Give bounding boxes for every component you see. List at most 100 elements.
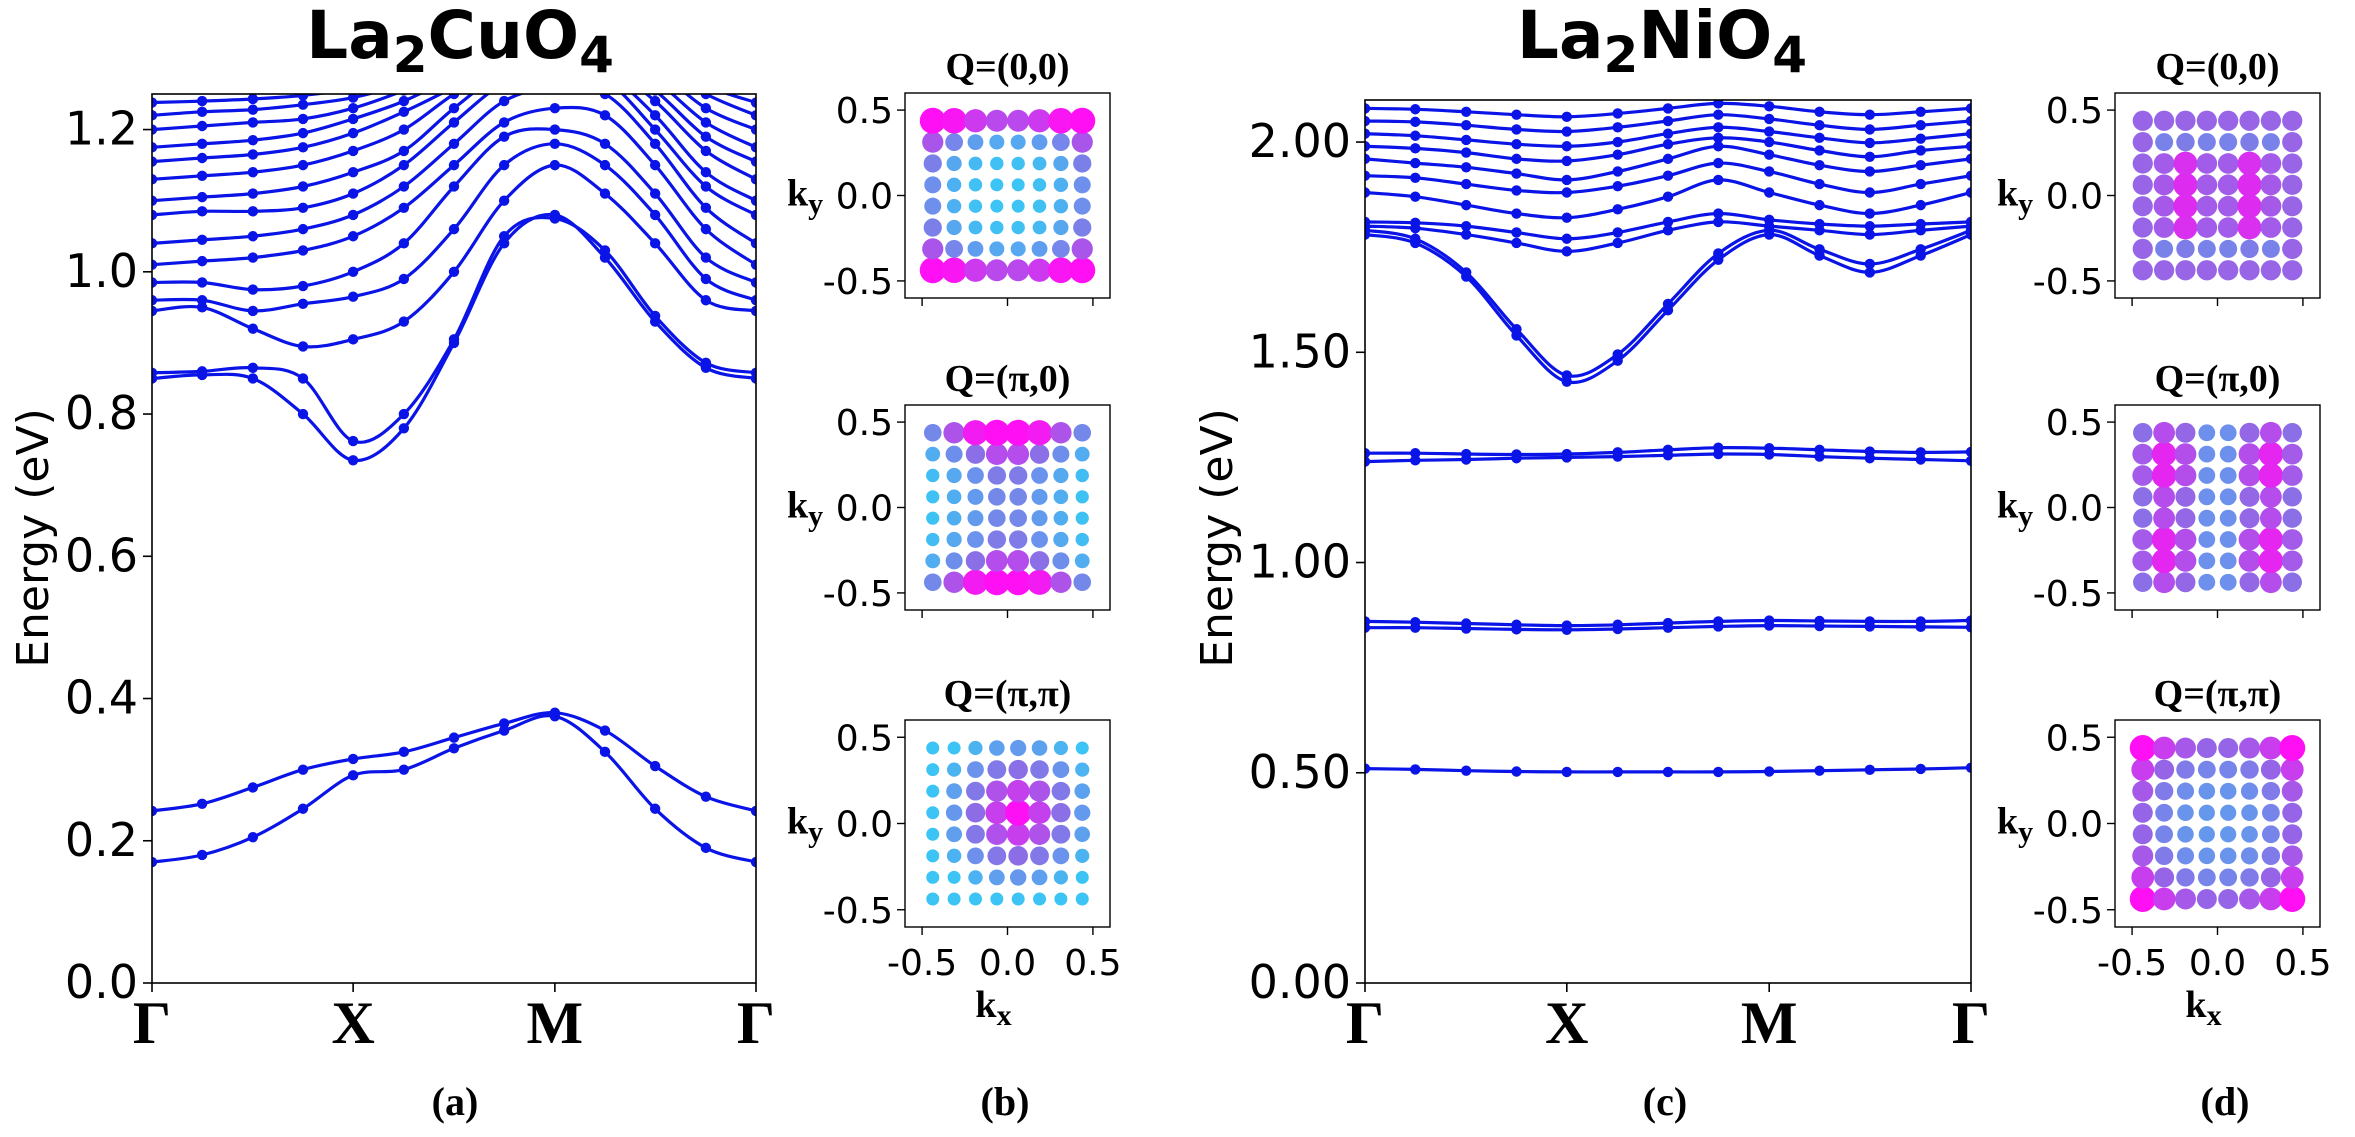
band-point-a-16-12: [700, 94, 712, 100]
dot-d-2-8-8: [2282, 423, 2302, 443]
band-point-a-6-1: [152, 295, 158, 306]
dot-d-1-6-1: [2132, 153, 2153, 174]
dot-d-1-8-5: [2218, 110, 2239, 131]
ytick-label-a-1: 0.0: [65, 955, 138, 1009]
dot-map-xtick-label-b-3: 0.5: [1064, 943, 1121, 984]
panel-c-title-sub1: 2: [1604, 26, 1639, 84]
dot-b-1-1-5: [1007, 259, 1030, 282]
dot-b-1-8-8: [1069, 107, 1096, 134]
band-point-a-10-6: [398, 159, 410, 171]
band-point-c-8-11: [1864, 229, 1875, 240]
dot-b-1-3-1: [923, 218, 942, 237]
dot-d-2-4-7: [2259, 507, 2282, 530]
dot-b-3-2-7: [1053, 870, 1068, 885]
dot-d-2-1-3: [2175, 572, 2196, 593]
dot-map-title-b-2: Q=(π,0): [945, 358, 1071, 400]
dot-map-xlabel-b: kx: [975, 984, 1011, 1032]
band-point-a-1-11: [649, 803, 661, 814]
band-point-a-6-4: [297, 298, 309, 310]
dot-d-1-4-2: [2153, 195, 2175, 217]
dot-map-ylabel-sub-b-1: y: [808, 188, 823, 221]
dot-maps-b: Q=(0,0)-0.50.00.5kyQ=(π,0)-0.50.00.5kyQ=…: [787, 46, 1122, 1032]
band-point-c-11-3: [1461, 178, 1472, 190]
band-point-c-1-8: [1713, 766, 1724, 778]
band-point-a-7-8: [498, 131, 510, 142]
band-point-c-10-10: [1814, 199, 1825, 211]
band-point-a-6-11: [649, 209, 661, 221]
panel-a-ylabel: Energy (eV): [8, 408, 59, 668]
band-plot-c: 0.00 0.50 1.00 1.50 2.00 Γ X M Γ: [1249, 99, 1990, 1056]
dot-d-2-8-1: [2133, 423, 2153, 443]
dot-d-2-2-2: [2151, 548, 2177, 574]
dot-map-ytick-label-d-3-3: 0.5: [2046, 718, 2103, 759]
band-point-c-12-6: [1612, 166, 1623, 177]
band-point-a-14-12: [700, 117, 712, 128]
dot-b-1-6-2: [946, 155, 962, 172]
band-point-a-2-6: [398, 746, 410, 758]
band-point-a-10-11: [649, 124, 661, 135]
dot-d-1-5-1: [2132, 174, 2153, 195]
dot-map-ytick-label-b-1-1: -0.5: [823, 262, 893, 303]
dot-b-3-1-3: [968, 892, 982, 906]
band-point-a-10-13: [750, 209, 756, 221]
dot-d-1-6-2: [2153, 153, 2175, 174]
band-point-c-7-8: [1713, 248, 1724, 259]
band-point-a-10-12: [700, 181, 712, 192]
band-point-a-10-1: [152, 209, 158, 221]
dot-b-1-2-4: [989, 241, 1005, 257]
band-point-c-12-10: [1814, 159, 1825, 171]
dot-d-2-1-4: [2198, 573, 2216, 591]
band-point-a-17-4: [297, 94, 309, 101]
dot-d-2-7-8: [2281, 443, 2303, 465]
dot-d-1-2-5: [2219, 239, 2238, 258]
dot-b-2-5-7: [1053, 489, 1069, 505]
dot-b-2-1-6: [1026, 569, 1053, 595]
band-point-c-12-5: [1561, 174, 1572, 186]
dot-b-2-7-8: [1074, 446, 1090, 462]
dot-map-ytick-label-d-3-1: -0.5: [2033, 891, 2103, 932]
band-point-a-11-11: [649, 110, 661, 121]
dot-d-1-7-2: [2155, 133, 2174, 152]
dot-map-ytick-label-b-1-3: 0.5: [836, 91, 893, 132]
dot-d-2-3-4: [2198, 531, 2216, 548]
dot-d-1-1-8: [2282, 260, 2303, 281]
dot-map-d-2: Q=(π,0) -0.5 0.0 0.5 ky: [1997, 358, 2321, 618]
dot-b-2-1-7: [1050, 571, 1072, 593]
band-point-c-7-11: [1864, 258, 1875, 270]
band-point-c-5-6: [1612, 447, 1623, 458]
dot-d-2-1-2: [2153, 571, 2176, 594]
dot-map-ytick-label-b-3-2: 0.0: [836, 805, 893, 846]
dot-b-2-4-2: [946, 510, 962, 526]
band-point-a-16-13: [750, 110, 756, 121]
band-point-c-3-5: [1561, 620, 1572, 631]
dot-b-3-7-1: [926, 763, 940, 777]
dot-map-title-b-1: Q=(0,0): [945, 46, 1069, 88]
dot-d-1-3-7: [2260, 217, 2282, 238]
dot-d-1-2-8: [2282, 238, 2303, 259]
axes-frame-a: [151, 93, 757, 984]
dot-map-title-d-2: Q=(π,0): [2155, 358, 2281, 400]
band-point-a-5-7: [448, 266, 460, 277]
dot-b-1-1-8: [1069, 257, 1096, 284]
dot-d-3-1-6: [2239, 888, 2261, 910]
dot-d-2-1-1: [2133, 572, 2153, 592]
band-point-a-2-8: [498, 718, 510, 729]
band-point-c-9-12: [1915, 218, 1926, 230]
band-point-a-5-8: [498, 195, 510, 206]
dot-map-ytick-label-d-1-3: 0.5: [2046, 91, 2103, 132]
dot-b-3-1-8: [1075, 892, 1089, 906]
dot-d-3-1-7: [2259, 887, 2283, 911]
dot-b-3-2-8: [1075, 870, 1089, 884]
band-point-c-3-1: [1365, 616, 1371, 627]
band-point-c-12-7: [1662, 153, 1674, 165]
band-point-c-9-5: [1561, 233, 1572, 244]
band-point-a-7-9: [549, 124, 561, 135]
band-point-a-9-11: [649, 138, 661, 149]
dot-b-3-8-2: [947, 741, 961, 755]
band-point-c-4-12: [1915, 454, 1926, 465]
dot-b-3-5-3: [965, 802, 986, 823]
dot-d-2-8-6: [2239, 422, 2260, 443]
band-point-c-10-6: [1612, 204, 1623, 215]
dot-d-3-4-7: [2261, 825, 2280, 844]
band-line-a-11: [152, 94, 756, 203]
